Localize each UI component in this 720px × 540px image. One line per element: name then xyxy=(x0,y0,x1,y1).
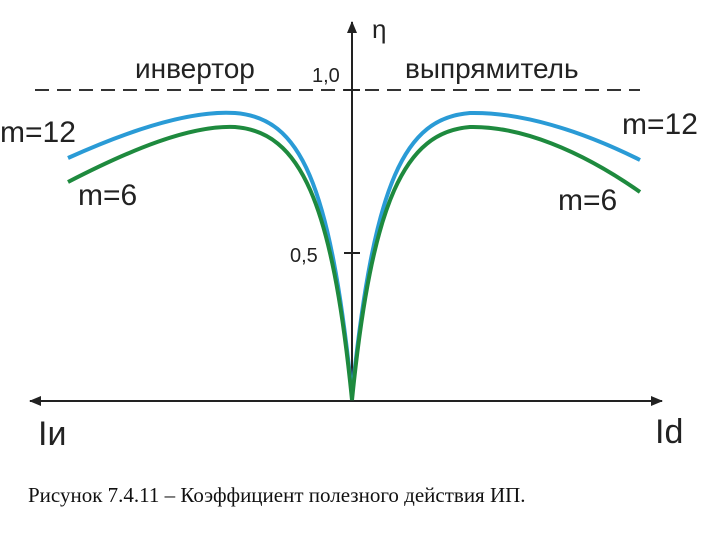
caption: Рисунок 7.4.11 – Коэффициент полезного д… xyxy=(28,483,526,507)
curve-m6 xyxy=(67,124,642,401)
tick-label: 1,0 xyxy=(312,65,340,87)
region-label: инвертор xyxy=(135,53,255,84)
curve-label: m=12 xyxy=(0,116,76,149)
curve-label: m=12 xyxy=(622,108,698,141)
x-label-right: Id xyxy=(655,413,683,451)
y-label: η xyxy=(372,14,386,44)
tick-label: 0,5 xyxy=(290,245,318,267)
curve-label: m=6 xyxy=(558,184,617,217)
curve-label: m=6 xyxy=(78,179,137,212)
x-label-left: Iи xyxy=(38,415,66,453)
region-label: выпрямитель xyxy=(405,53,579,84)
